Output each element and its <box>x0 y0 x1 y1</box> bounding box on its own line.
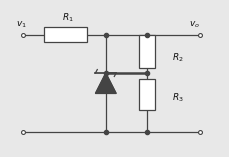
Polygon shape <box>95 73 116 93</box>
Text: $v_o$: $v_o$ <box>188 19 199 30</box>
Bar <box>138 35 155 68</box>
Bar <box>138 78 155 110</box>
Bar <box>44 27 87 42</box>
Text: $v_1$: $v_1$ <box>16 19 27 30</box>
Text: $R_3$: $R_3$ <box>172 92 183 104</box>
Text: $R_2$: $R_2$ <box>172 51 183 64</box>
Text: $R_1$: $R_1$ <box>62 12 74 24</box>
